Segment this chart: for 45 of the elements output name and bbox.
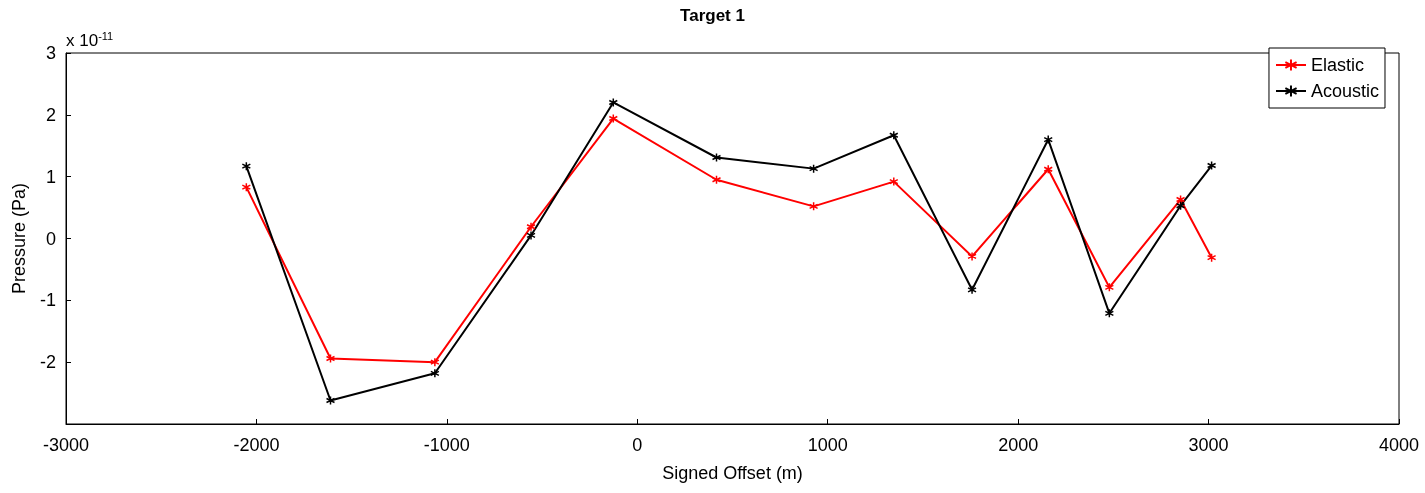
legend-label: Acoustic <box>1310 81 1379 101</box>
x-tick-label: 2000 <box>998 435 1039 455</box>
point <box>241 182 252 192</box>
y-tick-label: 2 <box>45 104 56 125</box>
x-tick-label: 3000 <box>1188 435 1229 455</box>
y-tick-label: -1 <box>39 290 56 311</box>
point <box>889 176 899 187</box>
y-tick-label: 1 <box>45 166 56 187</box>
x-tick-label: 0 <box>632 435 643 455</box>
y-tick-label: 0 <box>45 228 56 249</box>
point <box>430 357 440 367</box>
point <box>1206 160 1217 171</box>
y-tick-label: -2 <box>39 352 56 373</box>
point <box>241 161 252 171</box>
point <box>430 368 440 379</box>
x-tick-label: -3000 <box>42 435 90 455</box>
point <box>808 201 819 212</box>
point <box>1043 134 1053 145</box>
x-tick-label: 1000 <box>807 435 848 455</box>
point <box>808 163 819 174</box>
point <box>1206 252 1217 263</box>
point <box>608 113 619 124</box>
point <box>889 130 899 140</box>
point <box>526 230 536 241</box>
point <box>1175 200 1186 211</box>
x-tick-label: -1000 <box>423 435 470 455</box>
y-tick-label: 3 <box>45 43 56 63</box>
chart-title: Target 1 <box>680 6 745 25</box>
point <box>967 251 977 262</box>
point <box>711 175 722 185</box>
point <box>1104 308 1115 319</box>
point <box>711 152 722 163</box>
x-tick-label: 4000 <box>1378 435 1420 455</box>
point <box>325 353 336 364</box>
point <box>526 222 536 232</box>
x-tick-label: -2000 <box>233 435 280 455</box>
point <box>1175 194 1186 205</box>
legend-label: Elastic <box>1310 55 1364 75</box>
point <box>1104 282 1115 293</box>
y-axis-title: Pressure (Pa) <box>9 182 29 295</box>
x-axis-title: Signed Offset (m) <box>662 463 803 483</box>
point <box>325 395 336 406</box>
point <box>967 285 977 295</box>
point <box>1043 164 1053 174</box>
point <box>608 97 619 108</box>
